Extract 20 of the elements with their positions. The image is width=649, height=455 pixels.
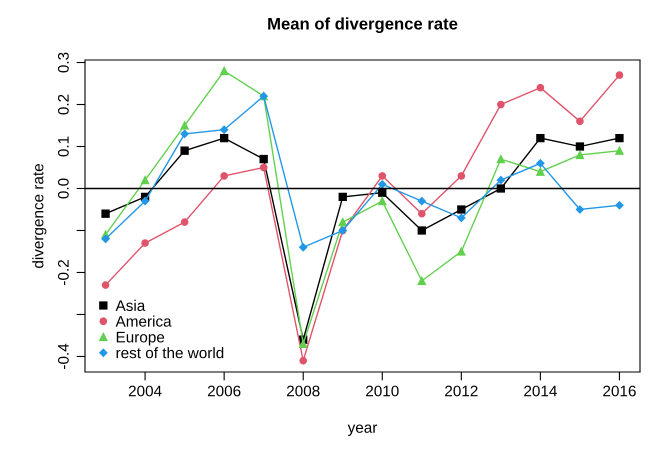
x-tick-label: 2016 bbox=[603, 386, 636, 396]
legend-label: America bbox=[116, 316, 172, 327]
chart-title: Mean of divergence rate bbox=[268, 17, 458, 33]
x-tick-label: 2008 bbox=[286, 386, 320, 396]
x-axis-title: year bbox=[348, 424, 378, 436]
y-tick-label: 0.2 bbox=[58, 94, 69, 115]
y-tick-label: 0.0 bbox=[58, 178, 69, 199]
x-tick-label: 2004 bbox=[128, 386, 162, 396]
y-tick-label: 0.3 bbox=[58, 52, 69, 73]
y-axis-title: divergence rate bbox=[32, 164, 46, 268]
x-tick-label: 2010 bbox=[366, 386, 399, 396]
x-tick-label: 2014 bbox=[524, 386, 557, 396]
x-tick-label: 2006 bbox=[208, 386, 240, 396]
legend-label: rest of the world bbox=[116, 347, 224, 358]
x-tick-label: 2012 bbox=[445, 386, 478, 396]
legend-label: Asia bbox=[116, 300, 146, 311]
legend-label: Europe bbox=[116, 332, 164, 346]
y-tick-label: -0.4 bbox=[58, 344, 69, 369]
y-tick-label: -0.2 bbox=[58, 260, 69, 285]
y-tick-label: 0.1 bbox=[58, 136, 69, 157]
